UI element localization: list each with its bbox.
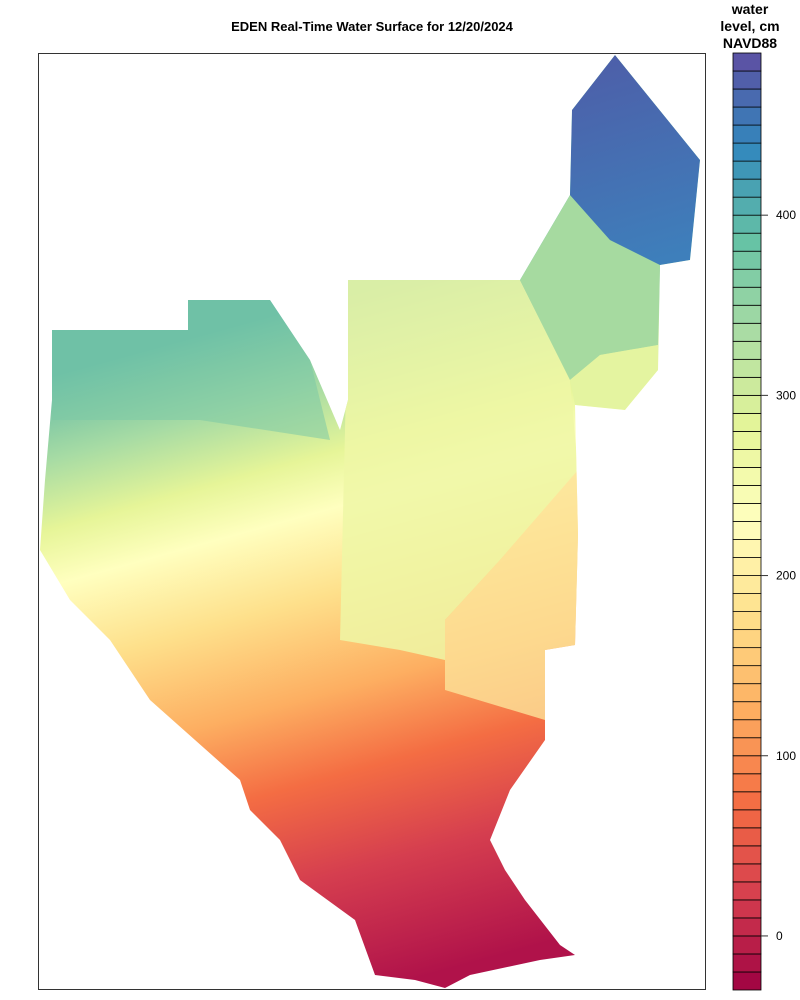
colorbar-band	[732, 737, 762, 757]
colorbar-band	[732, 845, 762, 865]
colorbar-band	[732, 431, 762, 450]
east-region	[445, 470, 578, 720]
colorbar-band	[732, 106, 762, 126]
colorbar-band	[732, 935, 762, 955]
legend-title-line: NAVD88	[722, 35, 778, 51]
colorbar-band	[732, 683, 762, 703]
colorbar-band	[732, 539, 762, 558]
colorbar-band	[732, 611, 762, 631]
colorbar-band	[732, 250, 762, 270]
colorbar-band	[732, 971, 762, 991]
colorbar-band	[732, 412, 762, 432]
colorbar-band	[732, 827, 762, 847]
colorbar-tick-label: 0	[776, 929, 783, 943]
colorbar-band	[732, 791, 762, 811]
colorbar-band	[732, 304, 762, 324]
colorbar-band	[732, 340, 762, 360]
colorbar-band	[732, 503, 762, 522]
colorbar-band	[732, 899, 762, 919]
colorbar-band	[732, 142, 762, 162]
colorbar-tick-label: 100	[776, 749, 796, 763]
colorbar-band	[732, 376, 762, 396]
colorbar-band	[732, 467, 762, 486]
northwest-region	[52, 300, 330, 440]
water-surface	[40, 55, 700, 988]
colorbar-band	[732, 449, 762, 468]
colorbar-band	[732, 196, 762, 216]
colorbar-band	[732, 394, 762, 414]
colorbar-band	[732, 863, 762, 883]
colorbar-band	[732, 755, 762, 775]
colorbar-band	[732, 953, 762, 973]
colorbar-band	[732, 593, 762, 612]
colorbar-band	[732, 809, 762, 829]
colorbar-band	[732, 70, 762, 90]
northeast-yellow-region	[570, 345, 658, 410]
colorbar-band	[732, 521, 762, 540]
colorbar: 0 100 200 300 400	[732, 52, 796, 991]
map-title: EDEN Real-Time Water Surface for 12/20/2…	[231, 19, 513, 34]
colorbar-band	[732, 358, 762, 378]
colorbar-band	[732, 719, 762, 739]
legend-title-line: level, cm	[720, 18, 780, 34]
colorbar-band	[732, 124, 762, 144]
colorbar-band	[732, 286, 762, 306]
legend-title-line: water	[731, 1, 769, 17]
colorbar-band	[732, 322, 762, 342]
colorbar-band	[732, 268, 762, 288]
colorbar-band	[732, 557, 762, 576]
colorbar-band	[732, 881, 762, 901]
colorbar-band	[732, 575, 762, 594]
colorbar-band	[732, 160, 762, 180]
colorbar-band	[732, 917, 762, 937]
legend-title: water level, cm NAVD88	[700, 1, 800, 52]
colorbar-band	[732, 232, 762, 252]
colorbar-band	[732, 88, 762, 108]
northeast-green-region	[520, 195, 660, 380]
colorbar-band	[732, 647, 762, 667]
colorbar-band	[732, 701, 762, 721]
colorbar-tick-label: 200	[776, 569, 796, 583]
map-frame	[38, 53, 706, 990]
colorbar-band	[732, 773, 762, 793]
colorbar-tick-label: 300	[776, 388, 796, 402]
colorbar-tick-label: 400	[776, 208, 796, 222]
northeast-blue-region	[570, 55, 700, 265]
colorbar-band	[732, 485, 762, 504]
central-region	[340, 280, 578, 660]
colorbar-band	[732, 665, 762, 685]
colorbar-band	[732, 629, 762, 649]
colorbar-band	[732, 214, 762, 234]
colorbar-band	[732, 52, 762, 72]
colorbar-band	[732, 178, 762, 198]
